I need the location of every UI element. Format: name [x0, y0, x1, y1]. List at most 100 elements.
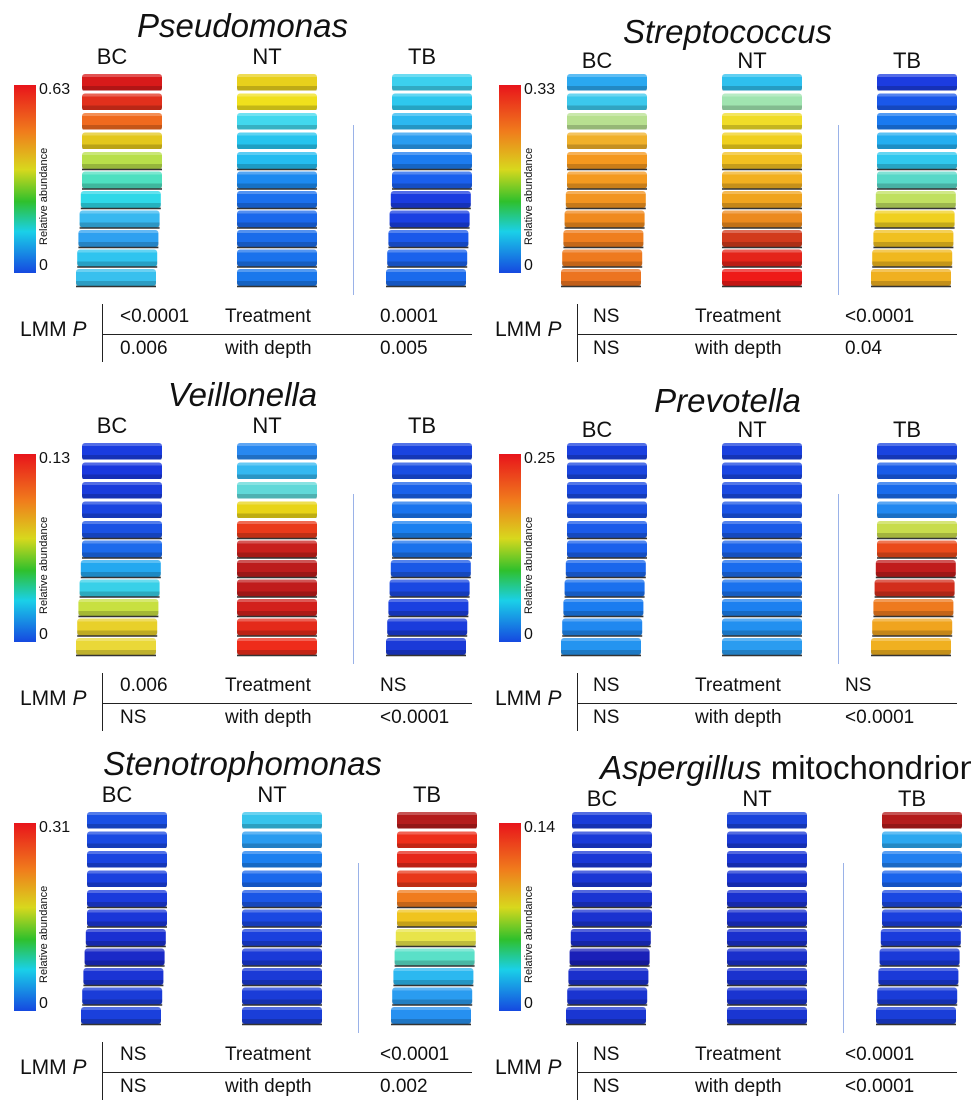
tube-ring: [237, 482, 317, 501]
tube-ring: [882, 831, 962, 850]
tube-ring: [237, 618, 317, 637]
tube-ring: [563, 230, 644, 249]
column-label-nt: NT: [252, 44, 282, 69]
lmm-p: P: [547, 318, 562, 341]
lmm-p: P: [547, 687, 562, 710]
tube-ring: [873, 230, 954, 249]
tube-ring: [397, 812, 477, 831]
tube-ring: [237, 191, 317, 210]
tube-ring: [722, 74, 802, 93]
tube-ring: [877, 462, 957, 481]
panel-title-italic: Pseudomonas: [137, 7, 348, 44]
tube-ring: [237, 501, 317, 520]
tube-ring: [392, 540, 472, 559]
tube-ring: [722, 560, 802, 579]
tube-ring: [563, 599, 644, 618]
tube-ring: [877, 987, 958, 1006]
tube-ring: [392, 113, 472, 132]
tube-nt: [722, 74, 802, 288]
colorbar-title: Relative abundance: [38, 516, 50, 614]
tube-ring: [79, 210, 160, 229]
tube-ring: [78, 230, 159, 249]
guide-line: [843, 863, 844, 1033]
tube-ring: [392, 132, 472, 151]
tube-bc: [566, 812, 652, 1026]
tube-ring: [877, 152, 957, 171]
tube-tb: [386, 74, 472, 288]
table-divider-horizontal: [102, 1072, 472, 1073]
tube-ring: [237, 443, 317, 462]
tube-ring: [871, 269, 951, 288]
table-divider-vertical: [577, 673, 578, 731]
depth-bc-nt-p: NS: [593, 1076, 620, 1097]
panel-title: Pseudomonas: [0, 8, 485, 44]
lmm-p: P: [72, 318, 87, 341]
colorbar-title: Relative abundance: [38, 885, 50, 983]
treatment-label: Treatment: [225, 1044, 311, 1065]
tube-ring: [242, 968, 322, 987]
lmm-label: LMM P: [20, 687, 87, 711]
tube-ring: [872, 618, 953, 637]
table-divider-vertical: [102, 673, 103, 731]
tube-ring: [397, 909, 477, 928]
treatment-label: Treatment: [695, 1044, 781, 1065]
tube-ring: [565, 560, 646, 579]
colorbar: [499, 823, 521, 1011]
tube-ring: [386, 269, 466, 288]
tube-ring: [876, 1007, 956, 1026]
treatment-tb-p: <0.0001: [845, 1044, 915, 1065]
tube-ring: [85, 929, 166, 948]
guide-line: [838, 494, 839, 664]
tube-ring: [722, 501, 802, 520]
tube-ring: [392, 443, 472, 462]
tube-ring: [877, 93, 957, 112]
column-label-bc: BC: [101, 782, 133, 807]
tube-ring: [878, 968, 959, 987]
tube-ring: [722, 249, 802, 268]
colorbar-max-label: 0.25: [524, 450, 556, 467]
lmm-label: LMM P: [495, 1056, 562, 1080]
guide-line: [353, 494, 354, 664]
tube-ring: [242, 870, 322, 889]
depth-tb-p: <0.0001: [845, 707, 915, 728]
treatment-tb-p: <0.0001: [380, 1044, 450, 1065]
tube-tb: [871, 443, 957, 657]
column-label-tb: TB: [892, 417, 922, 442]
lmm-text: LMM: [20, 687, 73, 710]
table-divider-vertical: [577, 304, 578, 362]
tube-ring: [392, 74, 472, 93]
depth-tb-p: 0.04: [845, 338, 882, 359]
tube-ring: [83, 968, 164, 987]
tube-ring: [242, 851, 322, 870]
colorbar-title: Relative abundance: [38, 147, 50, 245]
tube-ring: [877, 540, 957, 559]
tube-ring: [242, 831, 322, 850]
tube-ring: [722, 638, 802, 657]
tube-ring: [722, 482, 802, 501]
tube-ring: [237, 249, 317, 268]
lmm-text: LMM: [20, 318, 73, 341]
tube-ring: [572, 812, 652, 831]
tube-ring: [882, 890, 962, 909]
tube-ring: [727, 929, 807, 948]
depth-tb-p: 0.002: [380, 1076, 428, 1097]
tube-ring: [82, 132, 162, 151]
tube-ring: [567, 74, 647, 93]
tube-ring: [390, 560, 471, 579]
tube-ring: [392, 501, 472, 520]
tube-ring: [564, 210, 645, 229]
panel-4: Prevotella BC NT TB 0.25 0 Relative abundance L…: [485, 369, 970, 738]
tube-ring: [392, 171, 472, 190]
column-label-tb: TB: [892, 48, 922, 73]
colorbar-min-label: 0: [39, 995, 48, 1012]
tube-ring: [722, 171, 802, 190]
treatment-label: Treatment: [225, 306, 311, 327]
guide-line: [838, 125, 839, 295]
tube-ring: [567, 152, 647, 171]
lmm-label: LMM P: [20, 1056, 87, 1080]
tube-nt: [237, 443, 317, 657]
tube-ring: [727, 909, 807, 928]
tube-ring: [568, 968, 649, 987]
tube-ring: [722, 132, 802, 151]
depth-label: with depth: [695, 338, 782, 359]
